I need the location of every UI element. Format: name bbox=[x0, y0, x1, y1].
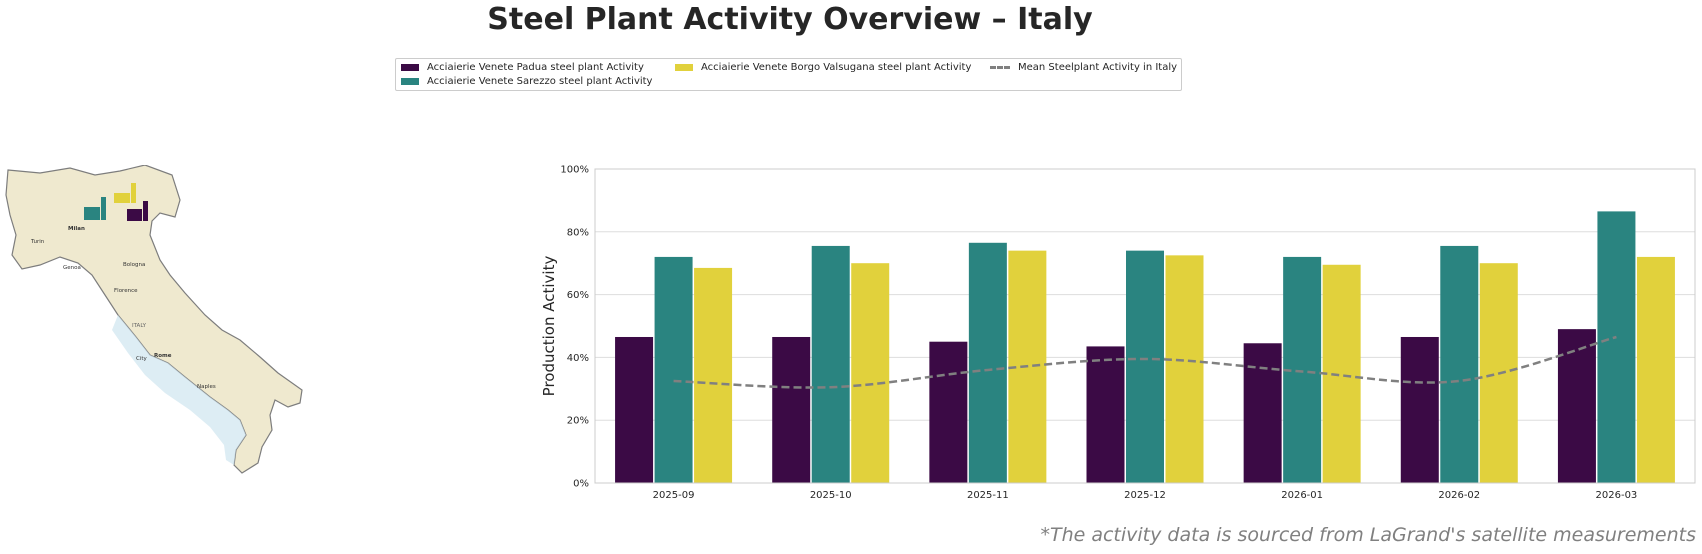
bar-padua bbox=[615, 336, 654, 483]
x-tick-label: 2025-11 bbox=[967, 490, 1009, 500]
x-tick-label: 2025-09 bbox=[653, 490, 695, 500]
footnote: *The activity data is sourced from LaGra… bbox=[1040, 524, 1696, 546]
city-label-naples: Naples bbox=[197, 384, 216, 390]
bar-borgo bbox=[1322, 264, 1361, 483]
plot-frame bbox=[594, 168, 1696, 484]
city-label-rome: Rome bbox=[154, 353, 172, 359]
bar-padua bbox=[929, 341, 968, 483]
bar-chart: 0% 20% 40% 60% 80% 100% 2025-09 2025-10 2025-11… bbox=[540, 165, 1696, 500]
legend-label-borgo: Acciaierie Venete Borgo Valsugana steel … bbox=[701, 62, 972, 73]
y-tick-labels: 0% 20% 40% 60% 80% 100% bbox=[560, 165, 589, 490]
bar-padua bbox=[1400, 336, 1439, 483]
bar-padua bbox=[772, 336, 811, 483]
x-tick-labels: 2025-09 2025-10 2025-11 2025-12 2026-01 2026-… bbox=[653, 490, 1638, 500]
y-tick-label: 100% bbox=[560, 165, 589, 176]
bar-borgo bbox=[1165, 255, 1204, 483]
bar-borgo bbox=[694, 267, 733, 483]
italy-map: Milan Turin Genoa Bologna Florence Rome … bbox=[5, 165, 303, 474]
y-axis-label: Production Activity bbox=[540, 256, 558, 397]
x-tick-label: 2026-03 bbox=[1596, 490, 1638, 500]
y-tick-label: 80% bbox=[567, 227, 589, 238]
y-tick-label: 0% bbox=[573, 479, 589, 490]
bar-padua bbox=[1086, 346, 1125, 483]
bar-sarezzo bbox=[968, 242, 1007, 483]
x-tick-label: 2025-10 bbox=[810, 490, 852, 500]
bar-sarezzo bbox=[1126, 250, 1164, 483]
x-tick-label: 2026-01 bbox=[1281, 490, 1323, 500]
legend-line-mean bbox=[990, 66, 1010, 69]
sea-shading bbox=[112, 315, 246, 465]
factory-icon-borgo bbox=[114, 183, 136, 203]
legend-item-padua: Acciaierie Venete Padua steel plant Acti… bbox=[401, 62, 644, 73]
city-label-florence: Florence bbox=[114, 288, 138, 294]
bar-borgo bbox=[1636, 256, 1675, 483]
legend-swatch-padua bbox=[401, 64, 419, 71]
city-label-genoa: Genoa bbox=[63, 265, 81, 271]
city-label-turin: Turin bbox=[30, 239, 45, 245]
city-label-city: City bbox=[136, 356, 148, 362]
page-title: Steel Plant Activity Overview – Italy bbox=[487, 2, 1093, 37]
legend-item-sarezzo: Acciaierie Venete Sarezzo steel plant Ac… bbox=[401, 76, 652, 87]
legend-item-mean: Mean Steelplant Activity in Italy bbox=[990, 62, 1177, 73]
italy-landmass bbox=[5, 165, 303, 474]
city-label-bologna: Bologna bbox=[123, 262, 145, 268]
mean-line bbox=[673, 335, 1617, 389]
legend-swatch-sarezzo bbox=[401, 78, 419, 85]
bar-sarezzo bbox=[654, 256, 693, 483]
x-tick-label: 2025-12 bbox=[1124, 490, 1166, 500]
legend-label-mean: Mean Steelplant Activity in Italy bbox=[1018, 62, 1178, 73]
legend-label-padua: Acciaierie Venete Padua steel plant Acti… bbox=[427, 62, 644, 73]
bar-sarezzo bbox=[1440, 245, 1479, 483]
bar-padua bbox=[1243, 343, 1282, 483]
y-tick-label: 60% bbox=[567, 290, 589, 301]
legend-swatch-borgo bbox=[675, 64, 693, 71]
legend-item-borgo: Acciaierie Venete Borgo Valsugana steel … bbox=[675, 62, 971, 73]
legend-label-sarezzo: Acciaierie Venete Sarezzo steel plant Ac… bbox=[427, 76, 653, 87]
y-tick-label: 20% bbox=[567, 416, 589, 427]
factory-icon-sarezzo bbox=[84, 197, 106, 220]
country-label: ITALY bbox=[132, 323, 147, 329]
x-tick-label: 2026-02 bbox=[1438, 490, 1480, 500]
y-tick-label: 40% bbox=[567, 353, 589, 364]
bar-sarezzo bbox=[1597, 211, 1636, 483]
bar-padua bbox=[1557, 329, 1596, 483]
city-label-milan: Milan bbox=[68, 226, 85, 232]
factory-icon-padua bbox=[127, 201, 148, 221]
bar-borgo bbox=[851, 263, 890, 483]
bar-sarezzo bbox=[811, 245, 850, 483]
bars bbox=[615, 211, 1675, 483]
chart-legend: Acciaierie Venete Padua steel plant Acti… bbox=[395, 58, 1182, 91]
